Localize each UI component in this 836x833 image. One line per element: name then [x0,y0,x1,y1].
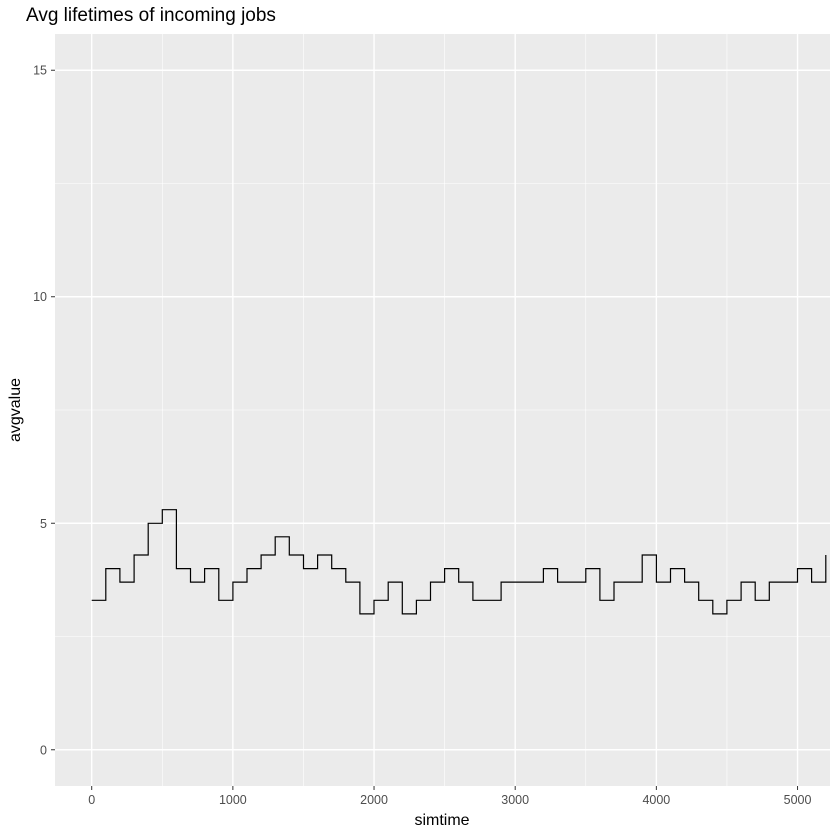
y-axis: 0 5 10 15 [33,64,55,757]
x-tick-label: 2000 [360,793,388,807]
x-tick-label: 1000 [219,793,247,807]
y-axis-title: avgvalue [7,378,24,442]
series-line [91,509,827,615]
x-tick-label: 5000 [784,793,812,807]
x-tick-label: 0 [88,793,95,807]
minor-gridlines [55,34,830,786]
chart-title: Avg lifetimes of incoming jobs [26,5,276,26]
x-tick-label: 3000 [501,793,529,807]
y-tick-label: 5 [40,517,47,531]
major-gridlines [55,34,830,786]
x-axis: 0 1000 2000 3000 4000 5000 [88,786,811,807]
series-layer [91,509,827,615]
y-tick-label: 10 [33,290,47,304]
y-tick-label: 0 [40,743,47,757]
y-tick-label: 15 [33,64,47,78]
x-axis-title: simtime [414,812,469,829]
x-tick-label: 4000 [642,793,670,807]
